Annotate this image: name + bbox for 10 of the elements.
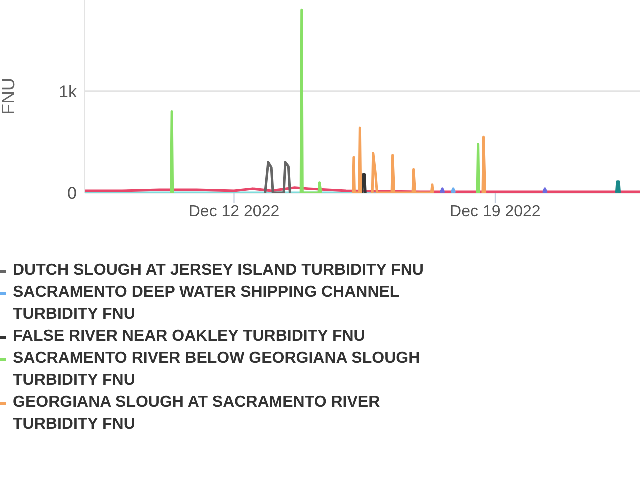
y-axis-title: FNU xyxy=(0,78,18,115)
x-tick-label: Dec 19 2022 xyxy=(450,203,541,220)
legend-label: DUTCH SLOUGH AT JERSEY ISLAND TURBIDITY FNU xyxy=(13,262,424,279)
legend-label: FALSE RIVER NEAR OAKLEY TURBIDITY FNU xyxy=(13,328,366,345)
y-tick-label: 1k xyxy=(59,82,78,102)
legend-label: SACRAMENTO DEEP WATER SHIPPING CHANNEL TURBIDITY FNU xyxy=(13,284,400,323)
legend-label: SACRAMENTO RIVER BELOW GEORGIANA SLOUGH TURBIDITY FNU xyxy=(13,350,420,389)
x-tick-label: Dec 12 2022 xyxy=(188,203,280,220)
legend-label: GEORGIANA SLOUGH AT SACRAMENTO RIVER TURBIDITY FNU xyxy=(13,394,380,433)
y-tick-label: 0 xyxy=(68,184,77,204)
